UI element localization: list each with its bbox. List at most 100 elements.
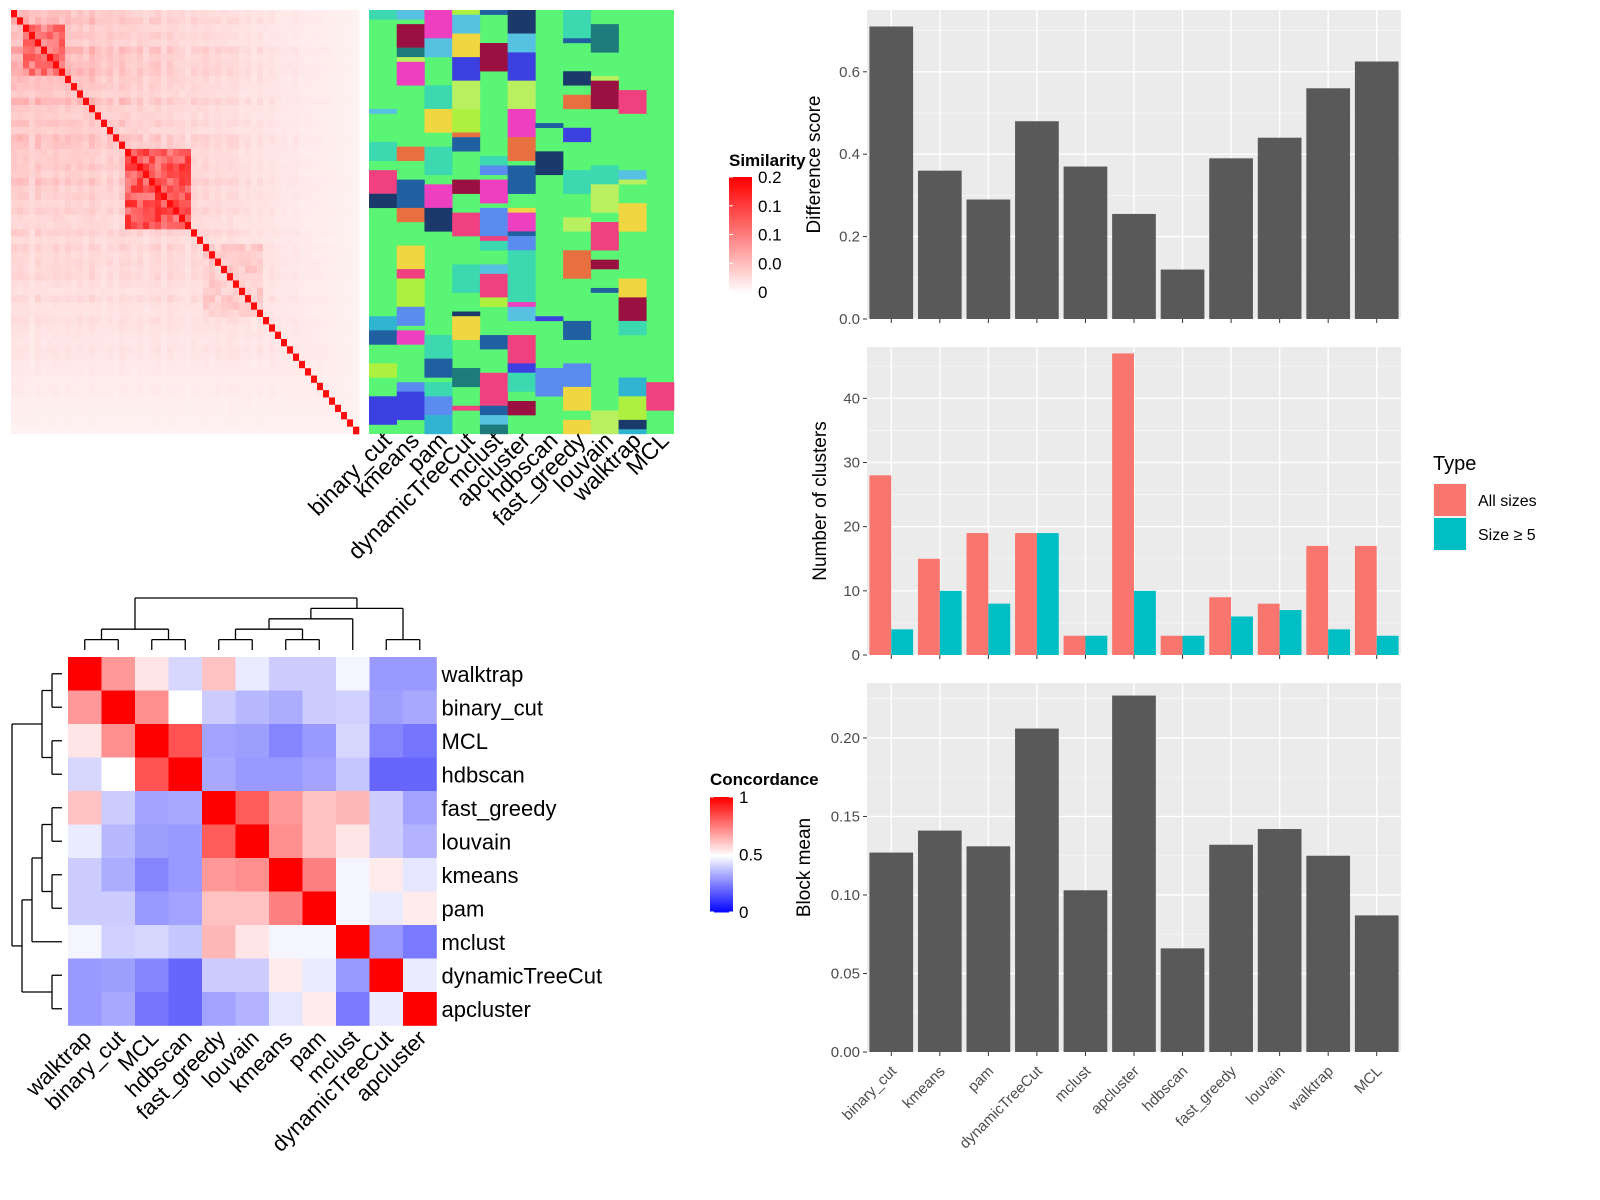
similarity-cell [179,346,186,354]
similarity-cell [317,258,324,267]
similarity-cell [299,222,306,230]
similarity-cell [89,39,96,47]
similarity-cell [119,119,126,128]
similarity-cell [185,97,192,106]
similarity-cell [137,134,144,142]
similarity-cell [161,200,168,208]
similarity-cell [323,258,330,267]
similarity-cell [347,382,354,391]
similarity-cell [317,236,324,245]
similarity-cell [353,368,360,376]
similarity-cell [275,287,282,296]
similarity-cell [305,68,312,77]
type-legend-title: Type [1433,453,1476,475]
similarity-cell [143,24,150,33]
similarity-cell [323,404,330,413]
similarity-cell [107,214,114,223]
similarity-cell [35,178,42,186]
similarity-legend-swatch [729,228,752,233]
similarity-cell [287,10,294,18]
similarity-cell [317,163,324,172]
similarity-cell [341,412,348,420]
similarity-cell [185,258,192,267]
similarity-cell [65,251,72,259]
similarity-cell [263,331,270,340]
similarity-cell [101,31,108,40]
concordance-legend-swatch [710,799,733,803]
similarity-cell [101,105,108,113]
similarity-cell [29,185,36,194]
similarity-cell [131,309,138,318]
similarity-cell [257,331,264,340]
similarity-cell [245,273,252,281]
similarity-cell [89,338,96,347]
similarity-cell [161,375,168,384]
membership-cell [507,212,536,232]
similarity-cell [11,243,18,252]
similarity-cell [47,24,54,33]
concordance-cell [202,757,236,792]
similarity-cell [83,375,90,384]
concordance-cell [202,657,236,691]
similarity-cell [305,229,312,237]
similarity-cell [95,148,102,157]
similarity-cell [347,214,354,223]
similarity-cell [59,134,66,142]
similarity-legend-label: 0.1 [758,226,782,245]
similarity-cell [17,46,24,55]
similarity-cell [263,207,270,215]
similarity-cell [203,251,210,259]
similarity-cell [29,419,36,427]
similarity-cell [227,156,234,164]
membership-cell [452,14,481,34]
similarity-cell [185,90,192,99]
similarity-cell [173,134,180,142]
similarity-cell [23,200,30,208]
similarity-cell [11,24,18,33]
similarity-cell [191,148,198,157]
similarity-cell [131,243,138,252]
concordance-cell [269,925,303,959]
concordance-cell [336,958,370,993]
similarity-cell [281,317,288,325]
similarity-cell [287,61,294,69]
similarity-cell [59,68,66,77]
similarity-cell [119,90,126,99]
similarity-cell [59,148,66,157]
similarity-cell [161,90,168,99]
similarity-cell [101,141,108,150]
similarity-cell [29,222,36,230]
similarity-cell [155,17,162,25]
similarity-cell [185,353,192,362]
similarity-cell [323,265,330,274]
similarity-cell [191,331,198,340]
similarity-cell [341,192,348,201]
similarity-cell [29,397,36,406]
similarity-cell [29,31,36,40]
similarity-cell [89,353,96,362]
similarity-cell [125,148,132,157]
membership-cell [396,330,425,345]
similarity-cell [239,178,246,186]
similarity-cell [167,390,174,398]
similarity-cell [35,222,42,230]
similarity-cell [239,10,246,18]
similarity-cell [341,61,348,69]
similarity-cell [35,375,42,384]
similarity-cell [329,338,336,347]
similarity-cell [53,90,60,99]
similarity-cell [329,287,336,296]
bar [1036,533,1059,655]
similarity-cell [215,170,222,179]
similarity-cell [269,178,276,186]
similarity-cell [323,178,330,186]
similarity-cell [311,134,318,142]
similarity-cell [287,222,294,230]
similarity-cell [167,419,174,427]
similarity-cell [155,317,162,325]
similarity-cell [257,404,264,413]
similarity-cell [245,178,252,186]
similarity-cell [23,119,30,128]
similarity-cell [161,353,168,362]
